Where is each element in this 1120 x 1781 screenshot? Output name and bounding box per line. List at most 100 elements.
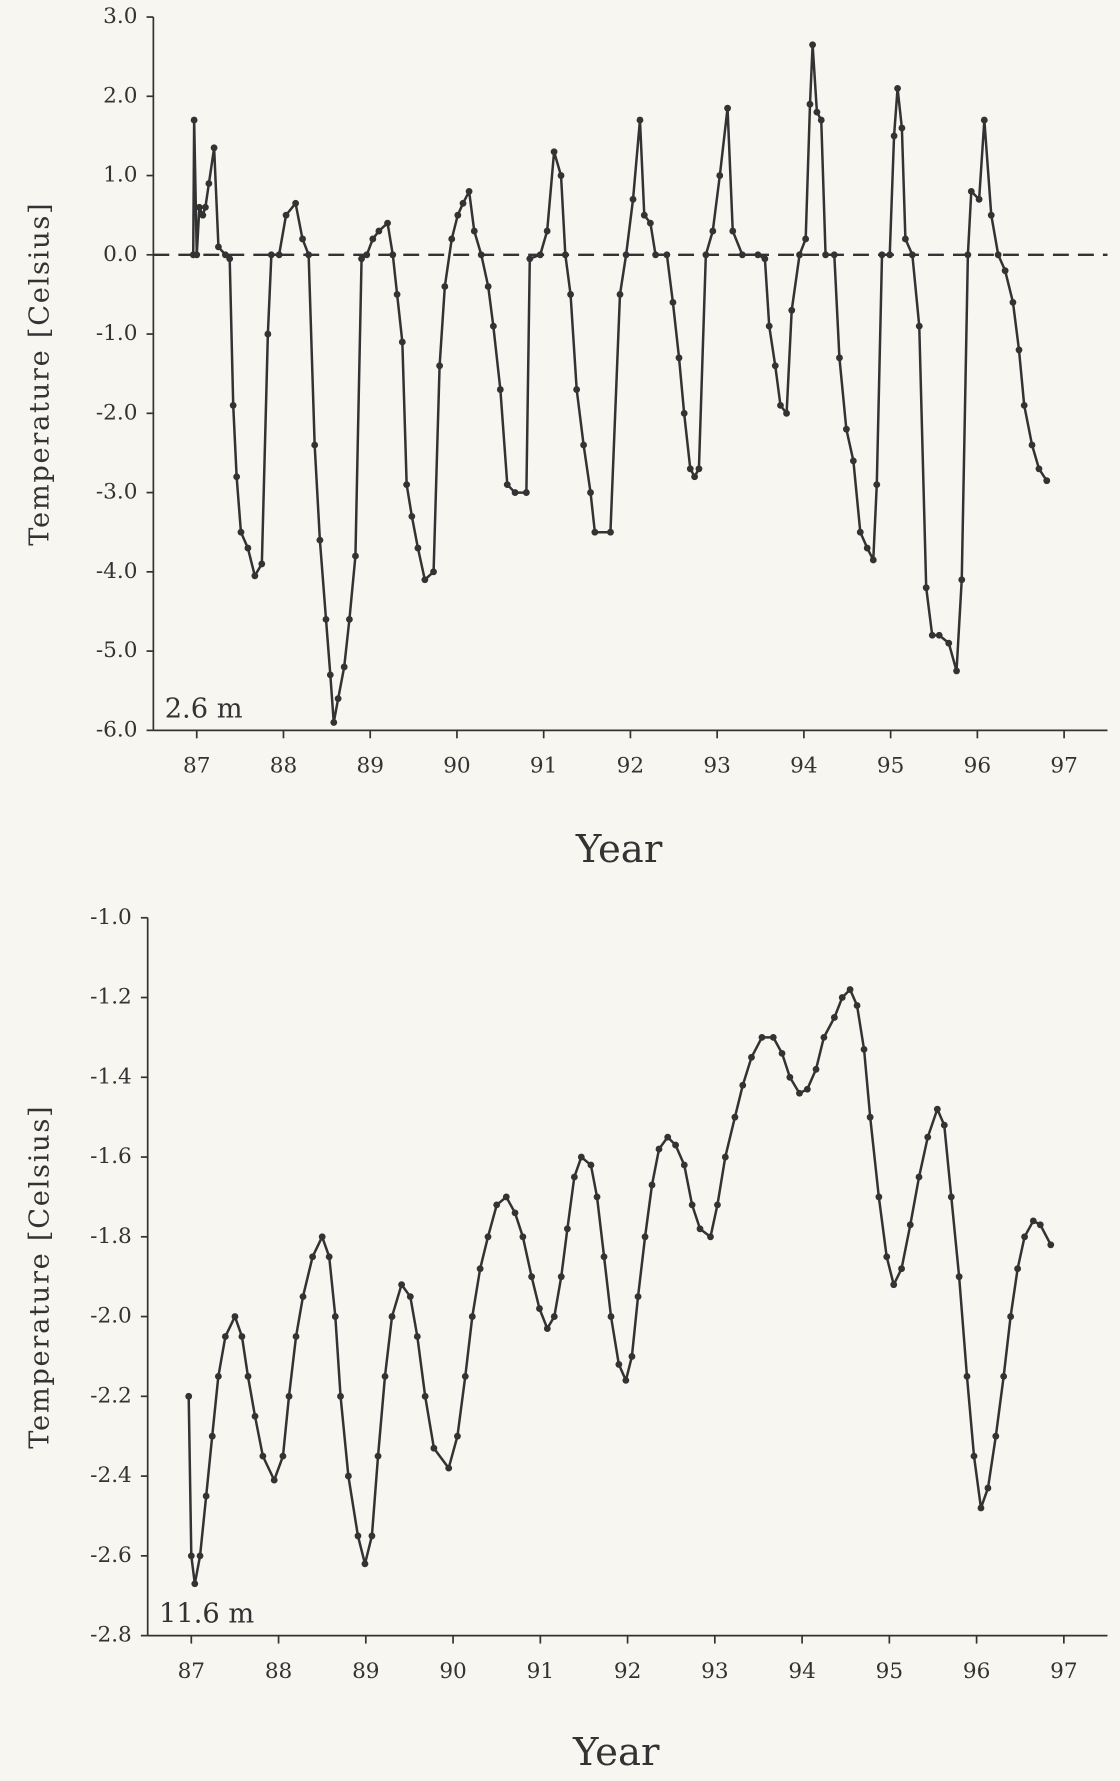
data-point [796, 1089, 803, 1097]
data-point [528, 1273, 536, 1281]
data-point [898, 1265, 905, 1273]
data-point [358, 255, 365, 263]
data-point [205, 180, 213, 187]
data-point [557, 172, 565, 179]
data-point [696, 1225, 704, 1233]
data-point [686, 465, 694, 473]
y-tick-label: -1.6 [90, 1144, 132, 1169]
data-point [928, 631, 936, 639]
y-axis-label: Temperature [Celsius] [24, 1105, 55, 1449]
data-point [454, 1432, 461, 1440]
data-point [783, 409, 790, 417]
x-tick-label: 97 [1050, 754, 1077, 779]
x-tick-label: 92 [617, 754, 644, 779]
data-point [231, 1313, 239, 1320]
data-point [680, 409, 688, 417]
y-tick-label: -5.0 [96, 638, 138, 663]
data-point [502, 1193, 510, 1201]
data-point [215, 243, 222, 251]
data-point [853, 1002, 861, 1009]
data-point [675, 354, 683, 362]
data-point [830, 251, 838, 259]
data-point [953, 667, 960, 675]
data-point [886, 251, 894, 259]
data-point [374, 1452, 382, 1460]
data-point [955, 1273, 963, 1281]
data-point [860, 1045, 868, 1053]
data-point [187, 1552, 195, 1560]
data-point [640, 211, 648, 219]
data-point [1014, 1265, 1022, 1273]
data-point [901, 235, 909, 243]
data-point [646, 219, 654, 227]
data-point [468, 1313, 476, 1320]
data-point [563, 1225, 571, 1233]
y-tick-label: -1.0 [90, 905, 132, 930]
data-point [940, 1121, 948, 1129]
data-point [237, 528, 245, 536]
data-point [489, 322, 497, 330]
data-point [519, 1233, 527, 1241]
x-tick-label: 91 [527, 1659, 554, 1684]
data-point [363, 251, 371, 259]
data-point [634, 1293, 642, 1301]
data-point [393, 291, 401, 298]
data-point [282, 211, 290, 219]
x-tick-label: 90 [439, 1659, 466, 1684]
data-point [309, 1253, 317, 1261]
x-tick-label: 96 [963, 1659, 990, 1684]
data-point [688, 1201, 696, 1209]
data-point [354, 1532, 362, 1540]
data-point [233, 473, 241, 481]
x-tick-label: 89 [352, 1659, 379, 1684]
data-point [580, 441, 587, 449]
data-point [403, 481, 411, 489]
data-point [191, 1580, 199, 1588]
data-point [1047, 1241, 1055, 1249]
data-point [334, 695, 342, 703]
data-point [221, 1333, 229, 1340]
data-point [786, 1073, 794, 1081]
data-point [836, 354, 843, 362]
data-point [980, 116, 988, 124]
data-point [543, 227, 551, 235]
data-point [567, 291, 574, 298]
data-point [311, 441, 319, 449]
data-point [878, 251, 886, 259]
x-tick-label: 96 [964, 754, 991, 779]
data-point [915, 322, 923, 330]
data-point [337, 1392, 344, 1400]
y-tick-label: -1.8 [90, 1224, 132, 1249]
data-point [842, 425, 850, 433]
data-point [883, 1253, 891, 1261]
data-point [229, 401, 237, 409]
data-point [945, 639, 953, 647]
data-point [709, 227, 717, 235]
data-point [695, 465, 703, 473]
data-point [441, 283, 449, 290]
data-point [484, 1233, 492, 1241]
y-tick-label: -1.4 [90, 1064, 132, 1089]
data-point [264, 330, 272, 338]
data-point [459, 199, 467, 207]
data-point [190, 116, 198, 124]
data-point [958, 576, 966, 584]
series-line [187, 988, 1052, 1586]
data-point [922, 584, 930, 592]
data-point [964, 251, 972, 259]
data-point [984, 1484, 992, 1492]
data-point [511, 1209, 519, 1217]
data-point [448, 235, 456, 243]
x-tick-label: 97 [1050, 1659, 1077, 1684]
data-point [778, 1049, 786, 1057]
data-point [503, 481, 511, 489]
data-point [748, 1053, 755, 1061]
data-point [384, 219, 391, 227]
data-point [267, 251, 275, 259]
data-point [421, 1392, 429, 1400]
data-point [292, 199, 300, 207]
data-point [1036, 1221, 1044, 1229]
data-point [526, 255, 534, 263]
x-tick-label: 95 [876, 1659, 903, 1684]
y-tick-label: -6.0 [96, 717, 138, 742]
